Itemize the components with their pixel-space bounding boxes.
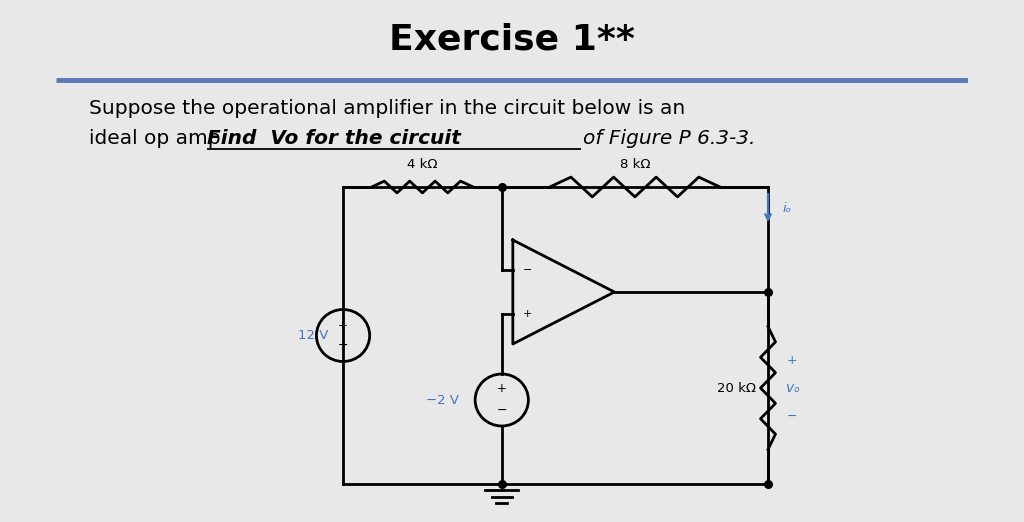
Text: −: − <box>497 404 507 417</box>
Text: +: + <box>497 383 507 396</box>
Text: Suppose the operational amplifier in the circuit below is an: Suppose the operational amplifier in the… <box>89 100 685 118</box>
Text: vₒ: vₒ <box>786 381 801 395</box>
Text: −: − <box>338 339 348 352</box>
Text: 20 kΩ: 20 kΩ <box>717 382 756 395</box>
Text: 12 V: 12 V <box>298 329 329 342</box>
Text: −2 V: −2 V <box>426 394 459 407</box>
Text: ideal op amp.: ideal op amp. <box>89 129 233 148</box>
Text: Exercise 1**: Exercise 1** <box>389 23 635 57</box>
Text: −: − <box>523 265 532 275</box>
Text: Find  Vo for the circuit: Find Vo for the circuit <box>207 129 461 148</box>
Text: of Figure P 6.3-3.: of Figure P 6.3-3. <box>583 129 755 148</box>
Text: +: + <box>786 353 797 366</box>
Text: +: + <box>523 309 532 319</box>
Text: iₒ: iₒ <box>782 201 792 215</box>
Text: −: − <box>786 409 797 422</box>
Text: 4 kΩ: 4 kΩ <box>408 158 437 171</box>
Text: +: + <box>338 319 348 332</box>
Text: 8 kΩ: 8 kΩ <box>620 158 650 171</box>
